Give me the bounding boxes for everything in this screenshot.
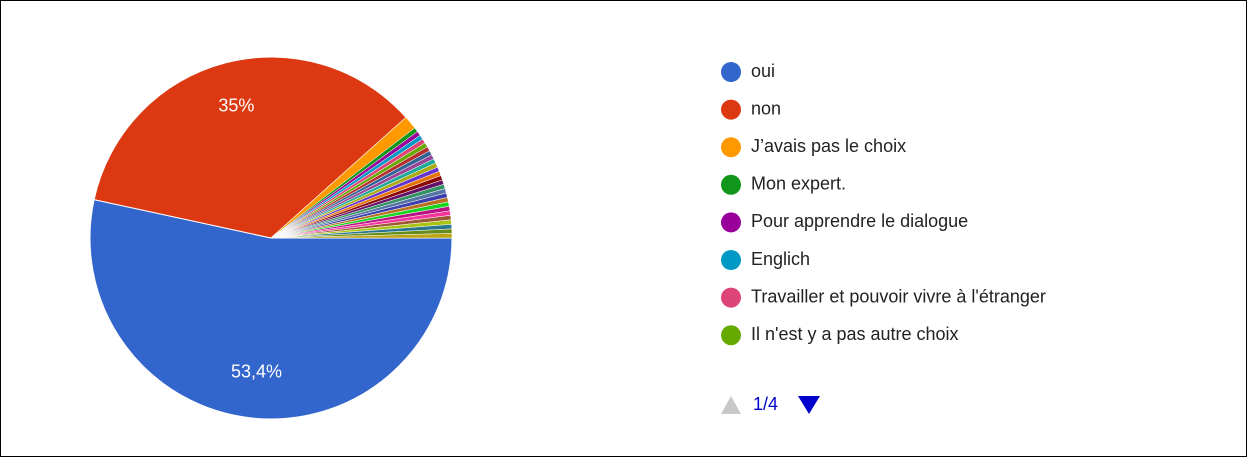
legend-swatch (721, 174, 741, 195)
legend-label: Pour apprendre le dialogue (751, 211, 968, 231)
legend-swatch (721, 287, 741, 308)
legend-label: oui (751, 61, 775, 81)
data-label: 35% (218, 95, 254, 115)
legend-swatch (721, 325, 741, 346)
legend-swatch (721, 137, 741, 158)
pie-slice (93, 56, 407, 239)
legend-label: non (751, 98, 781, 118)
legend-next[interactable] (798, 396, 820, 414)
legend-swatch (721, 62, 741, 82)
legend-label: Il n'est y a pas autre choix (751, 324, 959, 344)
legend-label: Travailler et pouvoir vivre à l'étranger (751, 286, 1046, 306)
legend-page: 1/4 (753, 394, 778, 414)
legend-swatch (721, 250, 741, 270)
legend-swatch (721, 99, 741, 120)
pie-slice (270, 233, 453, 239)
legend-prev[interactable] (721, 396, 741, 414)
legend-label: Mon expert. (751, 174, 846, 194)
pie-slice (89, 199, 453, 420)
legend-label: J’avais pas le choix (751, 136, 906, 156)
legend-swatch (721, 212, 741, 233)
legend-label: Englich (751, 249, 810, 269)
data-label: 53,4% (231, 362, 282, 382)
